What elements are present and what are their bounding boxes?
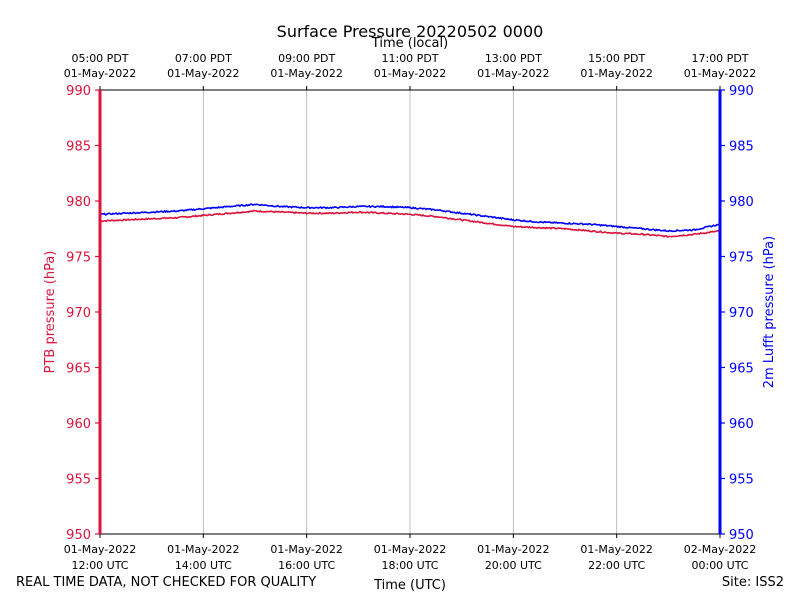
left-tick-label: 955: [66, 473, 91, 488]
left-tick-label: 960: [66, 417, 91, 432]
bottom-tick-date: 01-May-2022: [580, 543, 652, 556]
left-y-axis: 950 955 960 965 970 975 980 985 990: [66, 84, 100, 543]
top-tick-time: 15:00 PDT: [588, 52, 645, 65]
x-axis-label: Time (UTC): [373, 578, 446, 593]
right-tick-label: 980: [729, 195, 754, 210]
right-tick-label: 965: [729, 362, 754, 377]
left-tick-label: 990: [66, 84, 91, 99]
left-tick-label: 975: [66, 251, 91, 266]
top-tick-date: 01-May-2022: [64, 67, 136, 80]
left-tick-label: 970: [66, 306, 91, 321]
right-tick-label: 960: [729, 417, 754, 432]
top-tick-date: 01-May-2022: [580, 67, 652, 80]
bottom-tick-time: 00:00 UTC: [691, 559, 748, 572]
bottom-tick-time: 18:00 UTC: [381, 559, 438, 572]
top-tick-time: 09:00 PDT: [278, 52, 335, 65]
right-tick-label: 955: [729, 473, 754, 488]
right-tick-label: 950: [729, 528, 754, 543]
bottom-tick-time: 20:00 UTC: [485, 559, 542, 572]
top-tick-date: 01-May-2022: [477, 67, 549, 80]
right-y-axis-label: 2m Lufft pressure (hPa): [762, 236, 777, 388]
bottom-tick-date: 01-May-2022: [64, 543, 136, 556]
right-tick-label: 990: [729, 84, 754, 99]
top-tick-time: 11:00 PDT: [381, 52, 438, 65]
right-y-axis: 950 955 960 965 970 975 980 985 990: [720, 84, 754, 543]
left-tick-label: 985: [66, 140, 91, 155]
right-tick-label: 985: [729, 140, 754, 155]
top-x-axis: 05:00 PDT 01-May-2022 07:00 PDT 01-May-2022…: [64, 52, 756, 90]
top-tick-date: 01-May-2022: [270, 67, 342, 80]
series-line-ptb-pressure: [99, 209, 721, 238]
vertical-gridlines: [202, 90, 618, 534]
site-label: Site: ISS2: [721, 575, 784, 590]
top-tick-time: 07:00 PDT: [175, 52, 232, 65]
right-tick-label: 975: [729, 251, 754, 266]
bottom-tick-date: 02-May-2022: [684, 543, 756, 556]
bottom-tick-date: 01-May-2022: [167, 543, 239, 556]
bottom-x-axis: 01-May-2022 12:00 UTC 01-May-2022 14:00 UTC…: [64, 534, 756, 572]
bottom-tick-time: 12:00 UTC: [71, 559, 128, 572]
bottom-tick-date: 01-May-2022: [374, 543, 446, 556]
top-axis-label: Time (local): [371, 36, 448, 51]
top-tick-time: 13:00 PDT: [485, 52, 542, 65]
series-layer: [99, 203, 721, 238]
left-tick-label: 965: [66, 362, 91, 377]
top-tick-time: 17:00 PDT: [691, 52, 748, 65]
left-y-axis-label: PTB pressure (hPa): [43, 251, 58, 374]
left-tick-label: 950: [66, 528, 91, 543]
bottom-tick-time: 16:00 UTC: [278, 559, 335, 572]
bottom-tick-date: 01-May-2022: [270, 543, 342, 556]
top-tick-time: 05:00 PDT: [71, 52, 128, 65]
left-tick-label: 980: [66, 195, 91, 210]
top-tick-date: 01-May-2022: [374, 67, 446, 80]
top-tick-date: 01-May-2022: [167, 67, 239, 80]
right-tick-label: 970: [729, 306, 754, 321]
quality-disclaimer: REAL TIME DATA, NOT CHECKED FOR QUALITY: [16, 575, 317, 590]
series-line-2m-lufft-pressure: [99, 203, 721, 233]
top-tick-date: 01-May-2022: [684, 67, 756, 80]
bottom-tick-time: 14:00 UTC: [175, 559, 232, 572]
chart-title: Surface Pressure 20220502 0000: [277, 22, 544, 41]
bottom-tick-date: 01-May-2022: [477, 543, 549, 556]
bottom-tick-time: 22:00 UTC: [588, 559, 645, 572]
